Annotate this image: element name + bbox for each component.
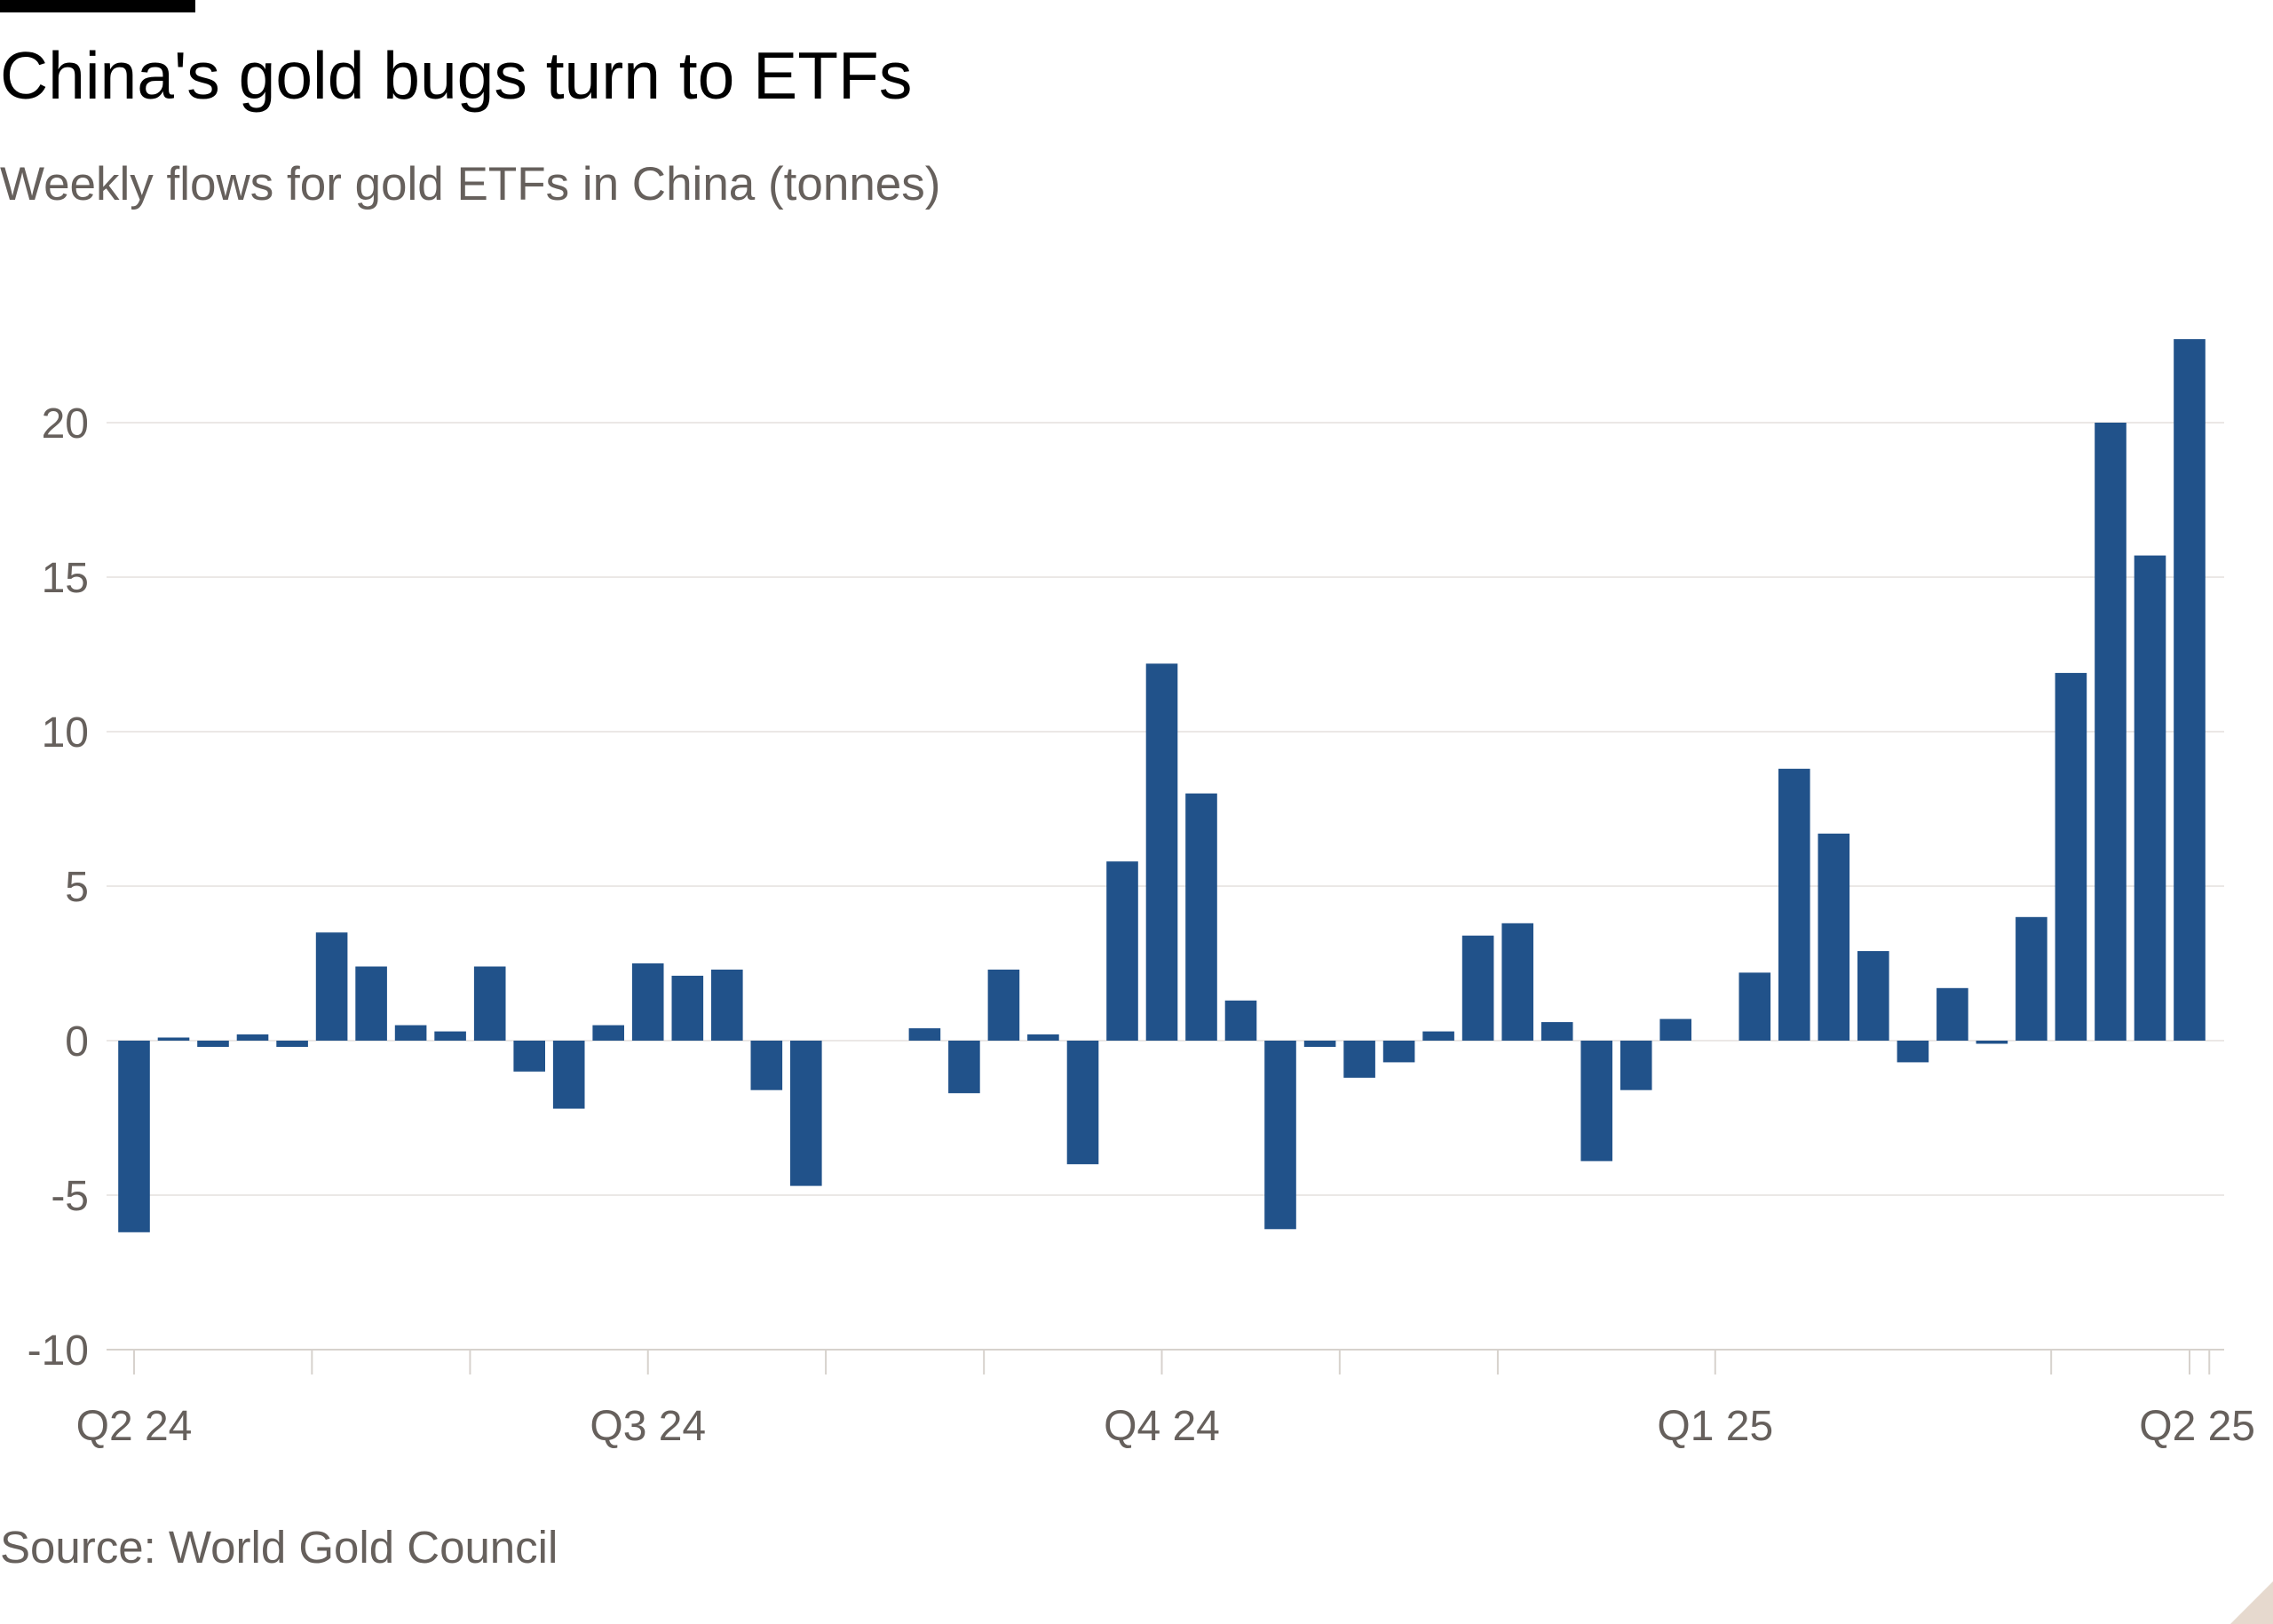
bar	[750, 1041, 783, 1090]
y-tick-label: -10	[28, 1327, 89, 1374]
bar	[236, 1034, 269, 1041]
top-rule	[0, 0, 195, 12]
bar	[1224, 1000, 1257, 1041]
x-tick-label: Q3 24	[590, 1403, 706, 1450]
bar	[1145, 663, 1178, 1041]
bar	[2055, 672, 2087, 1041]
bar	[1540, 1022, 1573, 1041]
bar	[1382, 1041, 1415, 1063]
bars	[118, 339, 2206, 1232]
y-tick-label: 15	[42, 555, 89, 602]
bar	[592, 1025, 624, 1041]
x-tick-label: Q2 25	[2139, 1403, 2255, 1450]
bar	[1738, 972, 1771, 1041]
bar	[1066, 1041, 1099, 1165]
bar	[1106, 861, 1138, 1041]
bar	[631, 963, 664, 1041]
bar	[1501, 923, 1533, 1041]
bar	[948, 1041, 980, 1094]
bar	[1659, 1018, 1691, 1041]
bar	[2016, 916, 2047, 1041]
bar	[1580, 1041, 1612, 1161]
bar	[1343, 1041, 1375, 1078]
y-tick-label: 0	[65, 1018, 89, 1066]
bar	[315, 932, 348, 1041]
y-tick-label: -5	[51, 1173, 89, 1220]
bar	[1303, 1041, 1336, 1047]
bar	[1818, 833, 1850, 1041]
bar	[118, 1041, 150, 1232]
bar	[276, 1041, 308, 1047]
bar	[552, 1041, 585, 1109]
bar	[1422, 1031, 1454, 1041]
bar	[473, 966, 506, 1041]
chart-subtitle: Weekly flows for gold ETFs in China (ton…	[0, 158, 941, 210]
bar	[1264, 1041, 1296, 1230]
bar	[1027, 1034, 1059, 1041]
x-axis-ticks: Q2 24 Q3 24 Q4 24 Q1 25 Q2 25	[76, 1350, 2255, 1450]
bar	[1461, 935, 1494, 1041]
source-note: Source: World Gold Council	[0, 1522, 558, 1573]
bar	[1976, 1041, 2008, 1044]
bar	[157, 1037, 190, 1041]
bar	[2134, 555, 2166, 1041]
bar	[671, 975, 704, 1041]
bar	[1936, 987, 1968, 1041]
y-tick-label: 5	[65, 864, 89, 911]
x-tick-label: Q1 25	[1657, 1403, 1773, 1450]
bar	[908, 1028, 941, 1041]
bar	[790, 1041, 822, 1186]
chart-title: China's gold bugs turn to ETFs	[0, 38, 913, 113]
etf-flows-bar-chart: -10 -5 0 5 10 15 20 Q2 24 Q3 24 Q4 24 Q1 25 Q2 25	[28, 339, 2255, 1450]
y-tick-label: 20	[42, 400, 89, 448]
y-tick-label: 10	[42, 709, 89, 757]
bar	[1857, 951, 1889, 1041]
x-tick-label: Q4 24	[1104, 1403, 1220, 1450]
bar	[2095, 423, 2126, 1041]
x-tick-label: Q2 24	[76, 1403, 193, 1450]
bar	[987, 970, 1020, 1041]
y-axis-tick-labels: -10 -5 0 5 10 15 20	[28, 400, 89, 1374]
bar	[394, 1025, 427, 1041]
bar	[434, 1031, 466, 1041]
bar	[2174, 339, 2206, 1041]
corner-fold-icon	[2230, 1581, 2273, 1624]
bar	[711, 970, 743, 1041]
bar	[1897, 1041, 1929, 1063]
bar	[1620, 1041, 1652, 1090]
bar	[513, 1041, 545, 1072]
bar	[1778, 768, 1810, 1041]
bar	[197, 1041, 229, 1047]
bar	[355, 966, 387, 1041]
bar	[1185, 793, 1217, 1041]
